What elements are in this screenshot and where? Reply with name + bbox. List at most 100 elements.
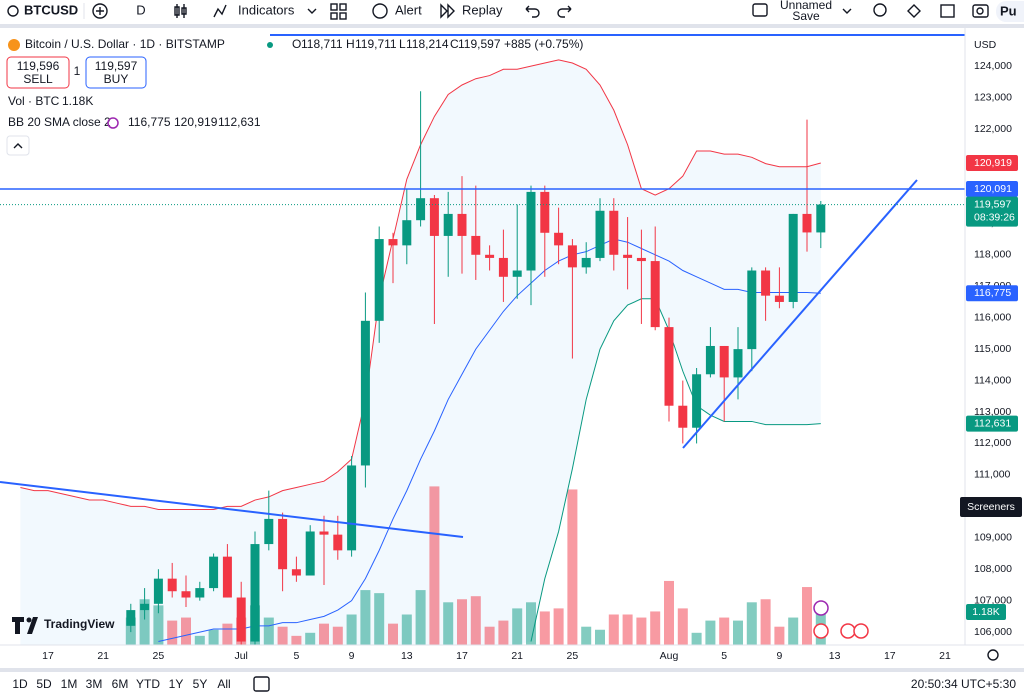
goto-date-button[interactable] <box>253 676 270 692</box>
redo-button[interactable] <box>557 5 572 18</box>
candle-body <box>195 588 205 598</box>
buy-button[interactable] <box>85 56 147 89</box>
volume-bar <box>332 626 343 645</box>
layout-menu[interactable] <box>842 8 852 14</box>
candle-body <box>471 235 481 255</box>
y-tick-label: 113,000 <box>974 406 1011 418</box>
x-tick-label: 13 <box>829 650 841 662</box>
sell-button[interactable] <box>6 56 70 89</box>
volume-bar <box>153 605 164 645</box>
candle-body <box>153 578 163 604</box>
bb-icon[interactable] <box>107 117 119 129</box>
range-button[interactable]: All <box>217 677 230 691</box>
top-toolbar: BTCUSD D Indicators Alert Replay Unnamed… <box>0 0 1024 24</box>
interval[interactable]: D <box>136 2 145 17</box>
undo-button[interactable] <box>525 5 540 18</box>
publish-button-bg[interactable] <box>996 1 1024 22</box>
price-tag-label: 112,631 <box>974 417 1011 429</box>
candle-body <box>747 270 757 350</box>
alert-button[interactable]: Alert <box>395 2 422 17</box>
countdown: 08:39:26 <box>974 211 1015 223</box>
chart-type-button[interactable] <box>174 4 187 18</box>
volume-bar <box>139 599 150 645</box>
bb-value: 112,631 <box>218 115 261 129</box>
volume-bar <box>636 617 647 645</box>
chevron[interactable] <box>307 8 317 14</box>
indicators-button[interactable]: Indicators <box>238 2 295 17</box>
volume-bar <box>208 629 219 645</box>
volume-bar <box>705 620 716 645</box>
candle-body <box>278 518 288 570</box>
volume-legend-value: 1.18K <box>62 94 93 108</box>
price-tag <box>966 285 1018 302</box>
y-tick-label: 122,000 <box>974 123 1012 135</box>
price-axis-bg <box>965 28 1024 668</box>
candle-body <box>816 204 826 233</box>
templates-icon[interactable] <box>330 3 338 11</box>
logo-text: TradingView <box>44 617 115 631</box>
collapse-legend[interactable] <box>6 135 30 156</box>
candle-body <box>305 531 315 576</box>
market-status <box>267 42 273 48</box>
volume-bar <box>470 596 481 645</box>
trend-line[interactable] <box>0 481 464 538</box>
range-button[interactable]: 1M <box>61 677 78 691</box>
currency-label[interactable]: USD <box>974 39 997 51</box>
x-tick-label: 21 <box>939 650 951 662</box>
candle-body <box>567 245 577 268</box>
clock[interactable]: 20:50:34 UTC+5:30 <box>911 677 1016 691</box>
sell-label[interactable]: SELL <box>23 72 53 86</box>
ohlc-key: L <box>399 37 406 51</box>
layout-name[interactable]: Unnamed <box>780 0 832 12</box>
range-button[interactable]: 5Y <box>193 677 208 691</box>
range-button[interactable]: 3M <box>86 677 103 691</box>
volume-bar <box>263 617 274 645</box>
candle-body <box>457 213 467 236</box>
x-tick-label: Aug <box>660 650 679 662</box>
economic-event[interactable] <box>853 623 869 639</box>
buy-price[interactable]: 119,597 <box>95 59 138 73</box>
layout-icon[interactable] <box>752 3 768 17</box>
fullscreen-button[interactable] <box>940 4 955 18</box>
axis-settings[interactable] <box>987 649 999 661</box>
y-tick-label: 116,000 <box>974 311 1011 323</box>
range-button[interactable]: YTD <box>136 677 160 691</box>
trend-line[interactable] <box>682 179 918 449</box>
event-icon[interactable] <box>813 600 829 616</box>
volume-bar <box>415 590 426 645</box>
volume-bar <box>319 623 329 645</box>
compare-button[interactable] <box>92 3 108 19</box>
range-button[interactable]: 6M <box>112 677 129 691</box>
drawings <box>0 34 965 538</box>
range-button[interactable]: 1D <box>12 677 28 691</box>
candle-body <box>126 610 136 626</box>
price-tag-label: 116,775 <box>974 287 1011 299</box>
economic-event[interactable] <box>813 623 829 639</box>
replay-button[interactable]: Replay <box>462 2 503 17</box>
save-button[interactable]: Save <box>792 9 820 23</box>
screeners-button[interactable]: Screeners <box>967 501 1015 513</box>
sell-price[interactable]: 119,596 <box>17 59 60 73</box>
bottom-divider <box>0 668 1024 672</box>
range-button[interactable]: 1Y <box>169 677 184 691</box>
bb-value: 120,919 <box>174 115 218 129</box>
y-tick-label: 123,000 <box>974 91 1012 103</box>
snapshot-button[interactable] <box>972 4 989 18</box>
change: +885 (+0.75%) <box>504 37 583 51</box>
symbol[interactable]: BTCUSD <box>24 2 78 17</box>
price-tag <box>966 155 1018 172</box>
quick-search-button[interactable] <box>873 3 887 17</box>
volume-tag-bg <box>966 604 1006 620</box>
volume-bar <box>567 489 578 645</box>
settings-button[interactable] <box>907 4 921 18</box>
search-icon[interactable] <box>7 5 19 17</box>
volume-bar <box>719 617 730 645</box>
buy-label[interactable]: BUY <box>104 72 129 86</box>
volume-bar <box>539 611 550 645</box>
x-tick-label: Jul <box>234 650 247 662</box>
screeners-button-bg[interactable] <box>960 497 1022 517</box>
range-button[interactable]: 5D <box>36 677 52 691</box>
publish-button[interactable]: Pu <box>1000 3 1017 18</box>
economic-event[interactable] <box>840 623 856 639</box>
volume-bar <box>553 608 564 645</box>
